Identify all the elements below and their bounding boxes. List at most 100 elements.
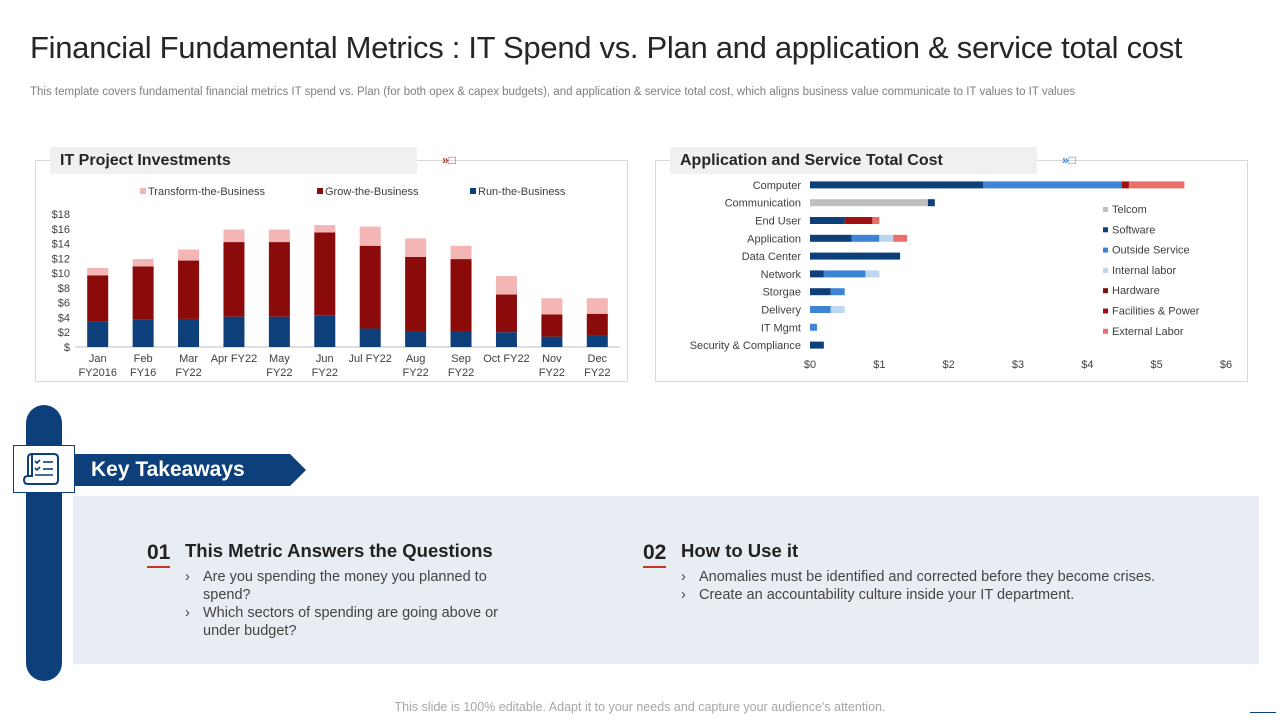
bar-segment xyxy=(810,288,831,296)
bar-segment xyxy=(810,252,901,260)
footer-note: This slide is 100% editable. Adapt it to… xyxy=(394,700,886,714)
bar-segment xyxy=(865,270,880,278)
bar-segment xyxy=(268,316,290,347)
bar-segment xyxy=(314,315,336,347)
bar-segment xyxy=(541,298,563,315)
legend-swatch xyxy=(1103,247,1108,253)
bar-segment xyxy=(178,260,200,319)
legend-swatch xyxy=(1103,308,1108,314)
corner-line xyxy=(1250,712,1276,713)
legend-swatch xyxy=(1103,288,1108,294)
bar-segment xyxy=(178,318,200,347)
y-tick-label: $8 xyxy=(58,283,70,295)
takeaway-bullet: Which sectors of spending are going abov… xyxy=(185,604,525,640)
bar-segment xyxy=(810,234,852,242)
category-label: Data Center xyxy=(742,251,802,263)
bar-segment xyxy=(810,270,824,278)
legend-swatch xyxy=(317,188,323,194)
bar-segment xyxy=(268,242,290,317)
y-tick-label: $14 xyxy=(52,239,70,251)
x-tick-label: Dec FY22 xyxy=(584,353,610,379)
bar-segment xyxy=(872,217,880,224)
bar-segment xyxy=(844,217,873,224)
bar-segment xyxy=(810,181,984,189)
x-tick-label: Nov FY22 xyxy=(539,353,565,379)
x-tick-label: Jun FY22 xyxy=(312,353,338,379)
bar-segment xyxy=(586,298,608,314)
legend-swatch xyxy=(470,188,476,194)
bar-segment xyxy=(495,332,517,347)
category-label: End User xyxy=(755,216,801,228)
it-investments-title: IT Project Investments xyxy=(50,147,417,174)
bar-segment xyxy=(810,217,845,224)
bar-segment xyxy=(586,335,608,347)
bar-segment xyxy=(359,226,381,246)
legend-label: Transform-the-Business xyxy=(148,186,265,198)
checklist-scroll-icon xyxy=(13,445,75,493)
legend-label: Telcom xyxy=(1112,204,1147,216)
bar-segment xyxy=(450,331,472,347)
service-cost-panel xyxy=(655,160,1248,382)
bar-segment xyxy=(983,181,1122,189)
bar-segment xyxy=(893,234,908,242)
legend-label: Facilities & Power xyxy=(1112,306,1200,318)
y-tick-label: $18 xyxy=(52,209,70,221)
bar-segment xyxy=(1128,181,1185,189)
category-label: Communication xyxy=(725,198,801,210)
legend-swatch xyxy=(1103,328,1108,334)
x-tick-label: $2 xyxy=(943,359,955,371)
bar-segment xyxy=(810,341,824,349)
x-tick-label: Sep FY22 xyxy=(448,353,474,379)
x-tick-label: $3 xyxy=(1012,359,1024,371)
legend-label: Run-the-Business xyxy=(478,186,566,198)
bar-segment xyxy=(405,256,427,332)
legend-label: Hardware xyxy=(1112,285,1160,297)
legend-label: External Labor xyxy=(1112,326,1184,338)
bar-segment xyxy=(359,328,381,347)
bar-segment xyxy=(405,238,427,257)
legend-swatch xyxy=(1103,207,1108,212)
category-label: Application xyxy=(747,233,801,245)
bar-segment xyxy=(927,199,935,207)
y-tick-label: $6 xyxy=(58,298,70,310)
x-tick-label: $5 xyxy=(1151,359,1163,371)
legend-label: Grow-the-Business xyxy=(325,186,419,198)
bar-segment xyxy=(268,229,290,243)
bar-segment xyxy=(830,306,845,313)
takeaway-bullet: Create an accountability culture inside … xyxy=(681,586,1241,604)
bar-segment xyxy=(87,321,109,347)
legend-label: Software xyxy=(1112,224,1155,236)
takeaway-number: 01 xyxy=(147,541,171,568)
service-cost-title: Application and Service Total Cost xyxy=(670,147,1037,174)
bar-segment xyxy=(450,245,472,260)
bar-segment xyxy=(314,225,336,233)
bar-segment xyxy=(359,245,381,329)
bar-segment xyxy=(495,294,517,333)
takeaway-number: 02 xyxy=(643,541,667,568)
legend-swatch xyxy=(140,188,146,194)
category-label: Network xyxy=(761,269,802,281)
bar-segment xyxy=(879,234,894,242)
x-tick-label: Jul FY22 xyxy=(348,353,391,365)
double-chevron-icon: »□ xyxy=(1062,153,1076,167)
bar-segment xyxy=(830,288,845,296)
legend-swatch xyxy=(1103,227,1108,233)
y-tick-label: $16 xyxy=(52,224,70,236)
bar-segment xyxy=(810,199,928,207)
y-tick-label: $4 xyxy=(58,312,70,324)
takeaway-bullet: Anomalies must be identified and correct… xyxy=(681,568,1241,586)
bar-segment xyxy=(223,316,245,347)
bar-segment xyxy=(1122,181,1129,189)
bar-segment xyxy=(810,323,817,331)
y-tick-label: $12 xyxy=(52,253,70,265)
double-chevron-icon: »□ xyxy=(442,153,456,167)
takeaway-title: How to Use it xyxy=(681,540,799,561)
x-tick-label: Jan FY2016 xyxy=(78,353,117,379)
takeaways-heading: Key Takeaways xyxy=(91,458,245,481)
bar-segment xyxy=(495,276,517,295)
bar-segment xyxy=(851,234,880,242)
legend-label: Outside Service xyxy=(1112,245,1190,257)
category-label: Storgae xyxy=(762,287,801,299)
y-tick-label: $2 xyxy=(58,327,70,339)
bar-segment xyxy=(541,336,563,347)
